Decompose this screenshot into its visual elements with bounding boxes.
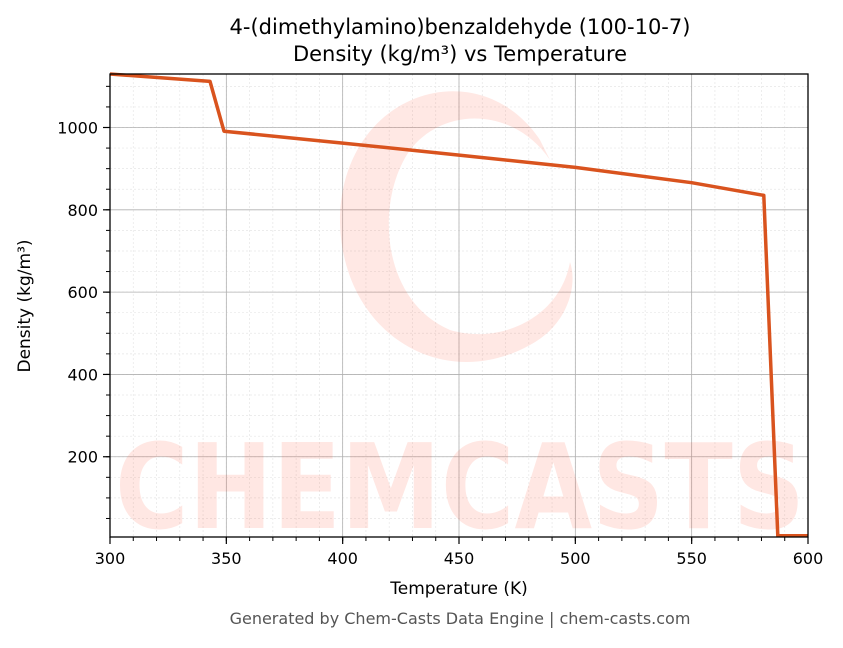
x-tick-label: 550: [676, 549, 707, 568]
x-axis-ticks: 300 350 400 450 500 550 600: [95, 537, 824, 568]
watermark-logo: CHEMCASTS: [115, 91, 805, 556]
y-tick-label: 400: [67, 365, 98, 384]
y-tick-label: 800: [67, 201, 98, 220]
x-tick-label: 400: [327, 549, 358, 568]
chart-title: 4-(dimethylamino)benzaldehyde (100-10-7): [230, 15, 691, 39]
x-tick-label: 450: [444, 549, 475, 568]
plot-area: CHEMCASTS 300 350 400 450 500 550 600 200 400 60…: [57, 72, 824, 568]
x-tick-label: 500: [560, 549, 591, 568]
watermark-swirl: [339, 91, 573, 363]
x-tick-label: 350: [211, 549, 242, 568]
y-tick-label: 600: [67, 283, 98, 302]
y-axis-ticks: 200 400 600 800 1000: [57, 85, 110, 519]
x-axis-label: Temperature (K): [389, 579, 528, 599]
y-tick-label: 1000: [57, 119, 98, 138]
x-tick-label: 300: [95, 549, 126, 568]
watermark-text: CHEMCASTS: [115, 418, 805, 556]
y-axis-label: Density (kg/m³): [15, 239, 35, 372]
chart-subtitle: Density (kg/m³) vs Temperature: [293, 42, 627, 66]
y-tick-label: 200: [67, 448, 98, 467]
x-tick-label: 600: [793, 549, 824, 568]
footer-credit: Generated by Chem-Casts Data Engine | ch…: [230, 609, 691, 628]
density-line: [109, 72, 808, 538]
